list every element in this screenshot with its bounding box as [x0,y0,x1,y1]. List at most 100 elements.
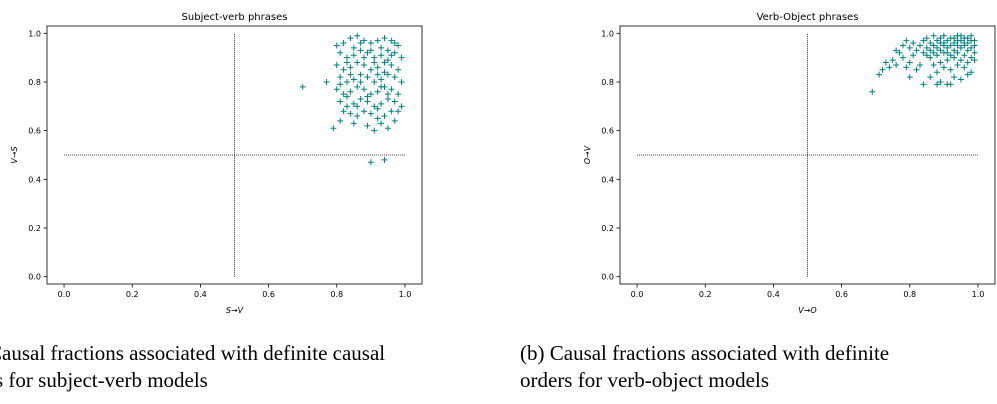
scatter-point [381,69,388,76]
scatter-point [937,59,944,66]
scatter-point [354,113,361,120]
scatter-point [957,57,964,64]
x-tick-label: 0.6 [262,290,275,299]
scatter-point [968,69,975,76]
scatter-point [893,61,900,68]
scatter-point [357,71,364,78]
scatter-point [917,61,923,68]
x-tick-label: 0.0 [58,290,71,299]
x-tick-label: 0.8 [330,290,343,299]
y-tick-label: 0.8 [28,78,41,87]
scatter-point [954,37,961,44]
x-axis-label: S→V [226,306,244,315]
scatter-point [357,40,364,47]
scatter-point [940,32,947,39]
caption-b-line-2: orders for verb-object models [520,368,769,392]
x-tick-label: 1.0 [399,290,412,299]
scatter-point [388,37,395,44]
scatter-point [906,74,913,81]
scatter-point [961,64,968,71]
scatter-point [381,156,388,163]
x-tick-label: 0.2 [699,290,712,299]
scatter-point [957,44,964,51]
scatter-point [384,57,391,64]
scatter-point [920,81,927,88]
scatter-point [893,47,900,54]
scatter-point [923,35,930,42]
scatter-point [951,47,958,54]
scatter-point [947,81,954,88]
scatter-point [913,66,920,73]
scatter-point [340,91,347,98]
scatter-point [923,44,930,51]
scatter-point [930,61,937,68]
y-tick-label: 0.0 [601,273,614,282]
scatter-point [350,120,357,127]
y-tick-label: 0.0 [28,273,41,282]
scatter-point [354,103,361,110]
scatter-point [391,49,398,56]
scatter-point [391,74,398,81]
scatter-point [350,100,357,107]
caption-b-line-1: (b) Causal fractions associated with def… [520,341,890,365]
scatter-point [930,42,937,49]
scatter-point [934,69,941,76]
scatter-point [357,96,364,103]
scatter-point [344,59,350,66]
scatter-point [371,78,378,85]
scatter-point [906,44,913,51]
y-tick-label: 0.2 [601,224,614,233]
scatter-point [940,64,947,71]
x-tick-label: 0.2 [126,290,139,299]
scatter-point [944,49,951,56]
y-tick-label: 1.0 [28,29,41,38]
scatter-point [954,61,961,68]
scatter-point [964,47,971,54]
scatter-point [968,44,975,51]
scatter-point [350,52,357,59]
scatter-point [299,83,306,90]
scatter-point [964,71,971,78]
scatter-point [964,35,971,42]
scatter-point [391,98,398,105]
scatter-point [367,91,374,98]
scatter-point [340,66,347,73]
scatter-point [367,47,374,54]
scatter-point [361,54,368,61]
scatter-point [947,52,954,59]
scatter-point [347,64,354,71]
scatter-point [378,76,385,83]
scatter-point [920,37,927,44]
scatter-point [347,71,354,78]
scatter-point [934,81,941,88]
scatter-point [381,113,388,120]
axes-frame [46,25,423,285]
x-tick-label: 0.6 [835,290,848,299]
scatter-point [333,86,340,93]
scatter-point [374,105,381,112]
scatter-point [968,54,975,61]
scatter-point [337,49,344,56]
scatter-point [371,103,378,110]
scatter-point [391,40,398,47]
scatter-point [354,59,361,66]
x-tick-label: 0.4 [767,290,780,299]
scatter-point [964,59,971,66]
scatter-point [340,108,347,115]
scatter-point [944,37,951,44]
y-tick-label: 0.6 [601,127,614,136]
scatter-point [896,49,903,56]
x-tick-label: 1.0 [972,290,985,299]
scatter-point [398,54,405,61]
scatter-point [917,42,923,49]
scatter-point [927,54,934,61]
scatter-point [367,40,374,47]
scatter-point [934,37,941,44]
scatter-point [374,71,381,78]
caption-a: Causal fractions associated with definit… [0,340,385,394]
scatter-point [869,88,876,95]
scatter-point [374,64,381,71]
caption-b: (b) Causal fractions associated with def… [520,340,889,394]
scatter-point [398,78,405,85]
